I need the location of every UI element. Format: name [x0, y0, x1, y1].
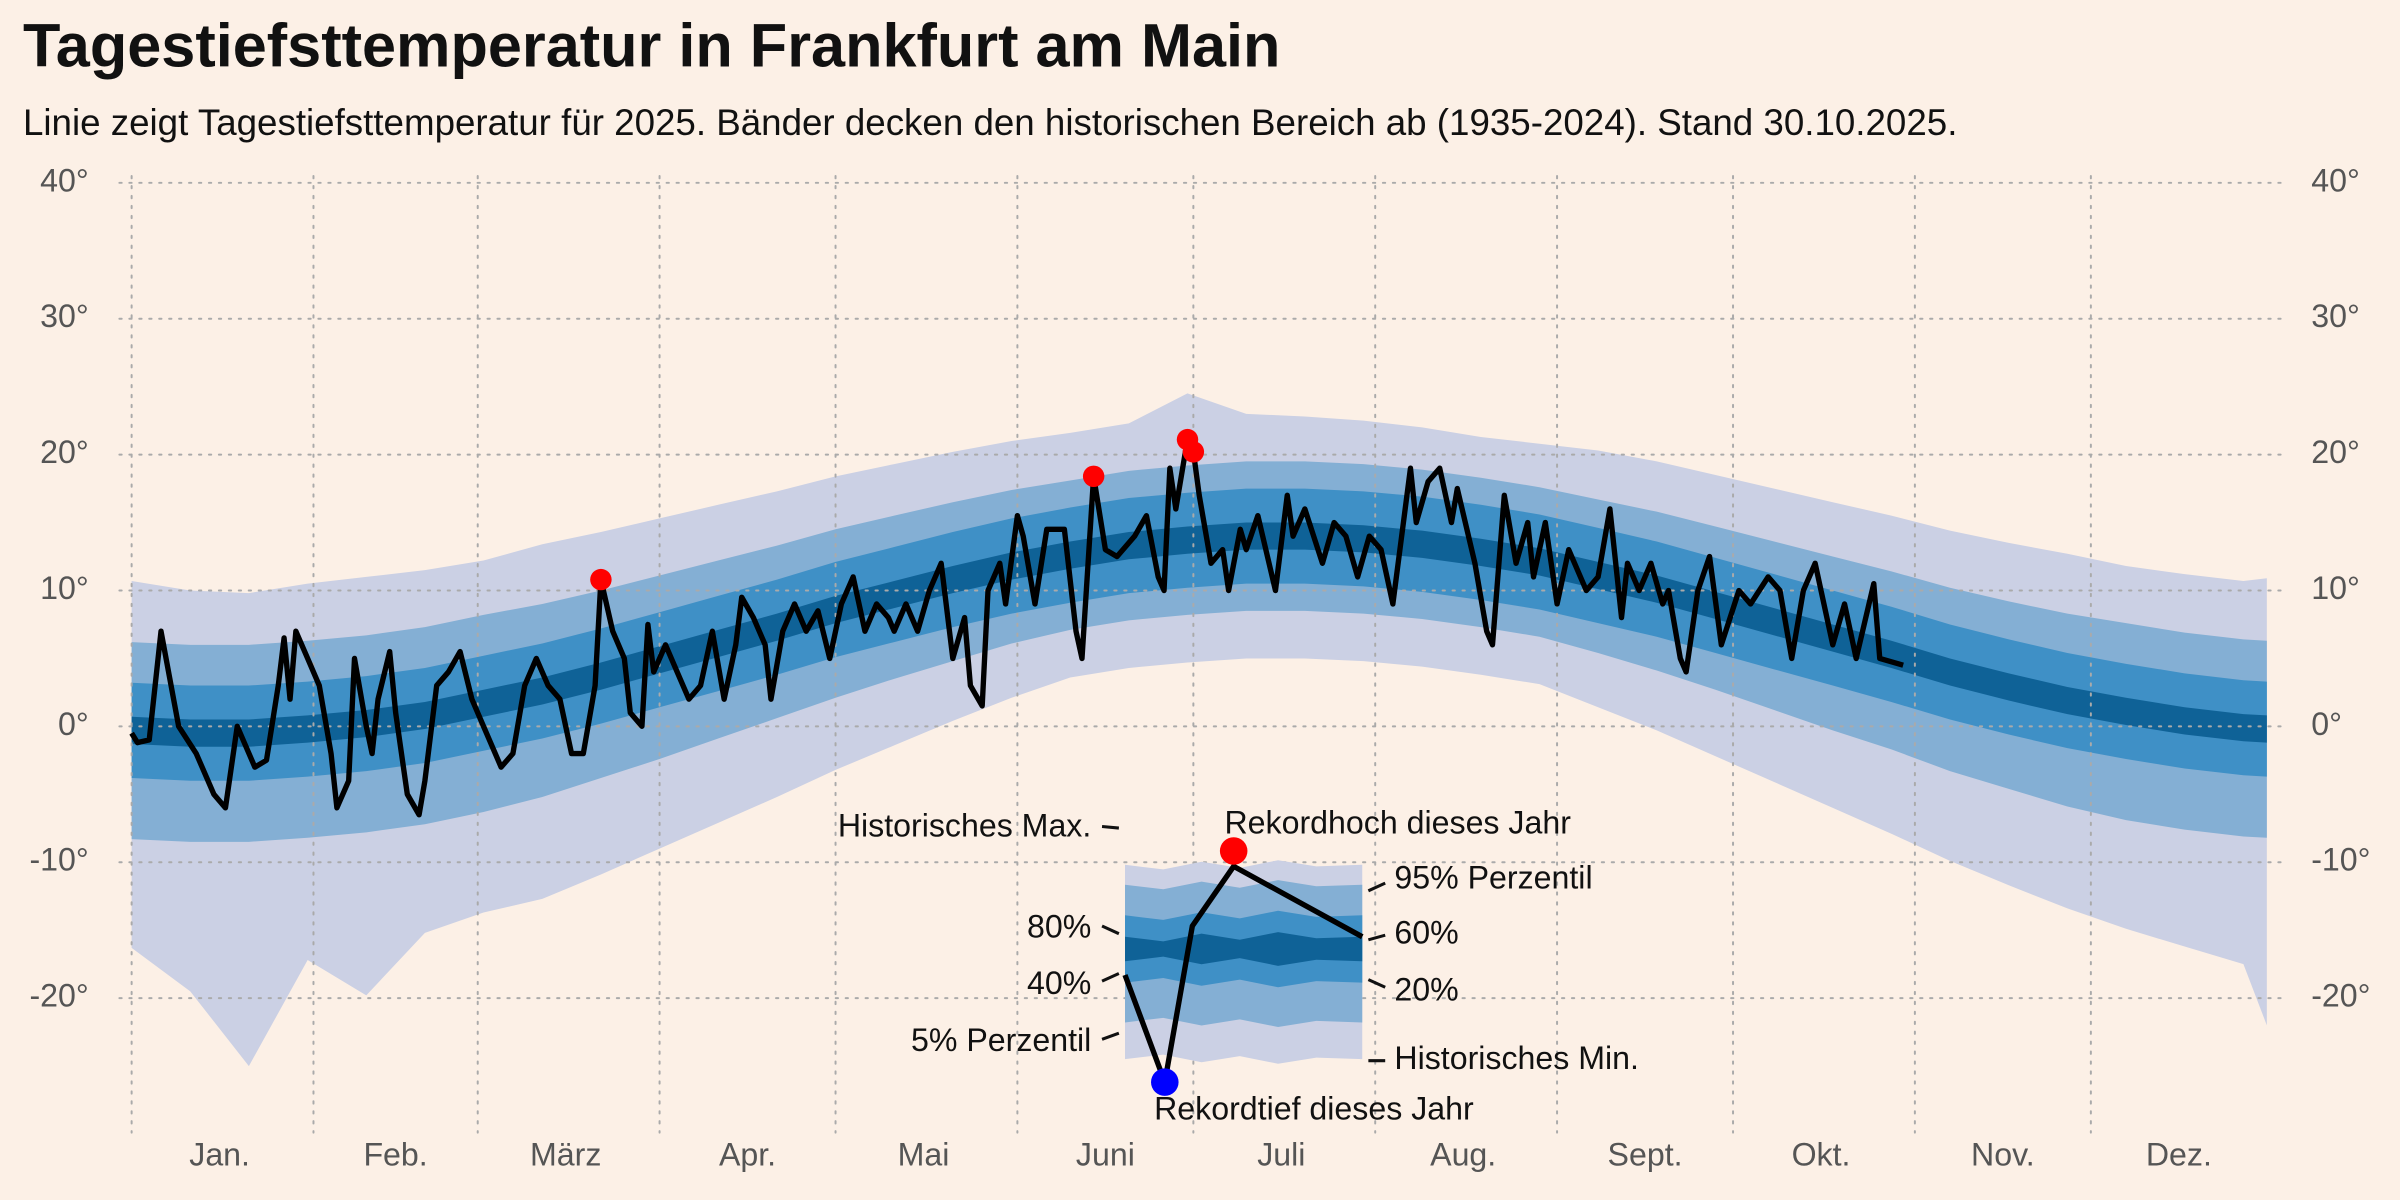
legend-tick	[1101, 972, 1120, 983]
legend-label: 60%	[1394, 915, 1458, 951]
legend-tick	[1101, 825, 1120, 830]
legend-label: Rekordtief dieses Jahr	[1154, 1091, 1474, 1127]
x-tick-label: Mai	[898, 1137, 950, 1173]
legend-label: 20%	[1394, 971, 1458, 1007]
y-tick-label-right: -10°	[2311, 842, 2370, 878]
legend-tick	[1101, 1031, 1120, 1041]
legend-label: 80%	[1027, 909, 1091, 945]
x-tick-label: Nov.	[1971, 1137, 2035, 1173]
y-tick-label-right: -20°	[2311, 978, 2370, 1014]
x-tick-label: Feb.	[363, 1137, 427, 1173]
legend-record-low	[1151, 1068, 1179, 1096]
x-tick-label: März	[530, 1137, 601, 1173]
chart-subtitle: Linie zeigt Tagestiefsttemperatur für 20…	[23, 102, 1957, 143]
legend-tick	[1367, 978, 1386, 989]
x-tick-label: Juni	[1076, 1137, 1135, 1173]
x-tick-label: Jan.	[189, 1137, 250, 1173]
legend-label: 95% Perzentil	[1394, 860, 1592, 896]
y-tick-label-right: 0°	[2311, 706, 2342, 742]
legend-tick	[1367, 881, 1386, 893]
x-tick-label: Apr.	[719, 1137, 776, 1173]
x-tick-label: Aug.	[1430, 1137, 1496, 1173]
legend-label: Historisches Min.	[1394, 1040, 1639, 1076]
y-tick-label-right: 40°	[2311, 162, 2360, 198]
y-tick-label-right: 30°	[2311, 298, 2360, 334]
y-tick-label: 10°	[40, 570, 89, 606]
y-tick-label: 20°	[40, 434, 89, 470]
legend-line	[1122, 863, 1364, 1085]
legend-record-high	[1219, 837, 1248, 865]
y-tick-label-right: 20°	[2311, 434, 2360, 470]
y-tick-label: 30°	[40, 298, 89, 334]
legend-label: Rekordhoch dieses Jahr	[1224, 804, 1571, 840]
legend-label: 5% Perzentil	[911, 1022, 1091, 1058]
legend-label: 40%	[1027, 965, 1091, 1001]
percentile-band	[131, 522, 2267, 747]
record-high-dot	[1082, 465, 1105, 488]
x-tick-label: Okt.	[1792, 1137, 1851, 1173]
y-tick-label: 0°	[58, 706, 89, 742]
record-high-dot	[1182, 441, 1205, 463]
chart-title: Tagestiefsttemperatur in Frankfurt am Ma…	[23, 12, 1281, 80]
x-tick-label: Dez.	[2146, 1137, 2212, 1173]
x-tick-label: Sept.	[1608, 1137, 1683, 1173]
temperature-line	[129, 436, 1904, 818]
y-tick-label: -20°	[29, 978, 88, 1014]
record-high-dot	[590, 568, 612, 591]
legend-tick	[1101, 924, 1120, 936]
y-tick-label: 40°	[40, 162, 89, 198]
x-tick-label: Juli	[1257, 1137, 1305, 1173]
legend-label: Historisches Max.	[838, 808, 1092, 844]
y-tick-label: -10°	[29, 842, 88, 878]
legend-tick	[1367, 933, 1386, 942]
y-tick-label-right: 10°	[2311, 570, 2360, 606]
